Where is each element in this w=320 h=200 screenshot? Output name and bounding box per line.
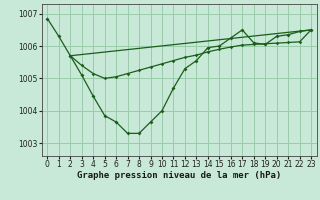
X-axis label: Graphe pression niveau de la mer (hPa): Graphe pression niveau de la mer (hPa) (77, 171, 281, 180)
